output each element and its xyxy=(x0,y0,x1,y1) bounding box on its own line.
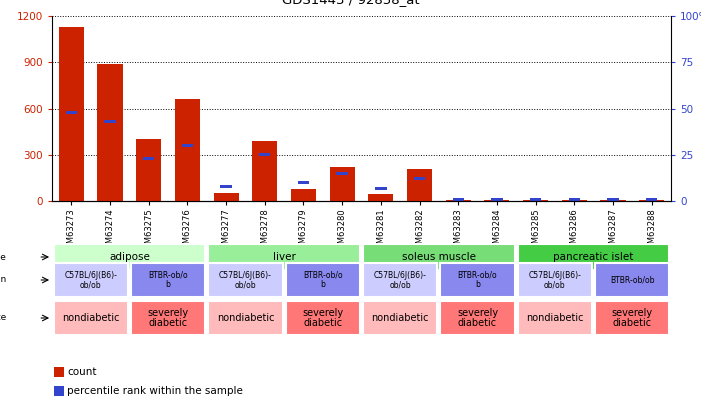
Text: adipose: adipose xyxy=(109,252,150,262)
Bar xyxy=(182,144,193,147)
Bar xyxy=(291,189,316,201)
Bar xyxy=(97,64,123,201)
Bar xyxy=(440,262,515,298)
Bar xyxy=(53,244,205,270)
Bar xyxy=(363,244,515,270)
Bar xyxy=(569,198,580,201)
Text: BTBR-ob/o
b: BTBR-ob/o b xyxy=(458,271,498,289)
Text: severely
diabetic: severely diabetic xyxy=(147,308,189,328)
Bar xyxy=(54,367,64,377)
Bar xyxy=(363,301,437,335)
Bar xyxy=(446,200,471,201)
Bar xyxy=(298,181,309,184)
Bar xyxy=(336,172,348,175)
Bar xyxy=(220,185,232,188)
Bar xyxy=(136,139,161,201)
Bar xyxy=(600,200,625,201)
Bar xyxy=(407,168,432,201)
Bar xyxy=(59,27,84,201)
Bar xyxy=(53,262,128,298)
Text: severely
diabetic: severely diabetic xyxy=(302,308,343,328)
Text: GDS1443 / 92858_at: GDS1443 / 92858_at xyxy=(282,0,419,6)
Text: percentile rank within the sample: percentile rank within the sample xyxy=(67,386,243,396)
Text: liver: liver xyxy=(273,252,296,262)
Bar xyxy=(143,157,154,160)
Text: severely
diabetic: severely diabetic xyxy=(612,308,653,328)
Bar xyxy=(523,200,548,201)
Text: soleus muscle: soleus muscle xyxy=(402,252,476,262)
Bar xyxy=(646,198,658,201)
Bar xyxy=(375,187,386,190)
Bar xyxy=(368,194,393,201)
Bar xyxy=(104,120,116,123)
Bar xyxy=(329,167,355,201)
Bar xyxy=(639,200,665,201)
Text: count: count xyxy=(67,367,97,377)
Bar xyxy=(131,301,205,335)
Text: C57BL/6J(B6)-
ob/ob: C57BL/6J(B6)- ob/ob xyxy=(529,271,581,289)
Text: BTBR-ob/ob: BTBR-ob/ob xyxy=(610,275,655,284)
Bar xyxy=(286,301,360,335)
Bar xyxy=(562,200,587,201)
Text: genotype/variation: genotype/variation xyxy=(0,275,6,284)
Bar xyxy=(607,198,618,201)
Bar xyxy=(208,244,360,270)
Bar xyxy=(53,301,128,335)
Bar xyxy=(208,262,283,298)
Text: C57BL/6J(B6)-
ob/ob: C57BL/6J(B6)- ob/ob xyxy=(64,271,117,289)
Bar xyxy=(595,301,669,335)
Bar xyxy=(259,153,271,156)
Text: BTBR-ob/o
b: BTBR-ob/o b xyxy=(303,271,343,289)
Text: nondiabetic: nondiabetic xyxy=(372,313,429,323)
Bar xyxy=(440,301,515,335)
Bar xyxy=(214,192,238,201)
Bar xyxy=(595,262,669,298)
Bar xyxy=(453,198,464,201)
Bar xyxy=(54,386,64,396)
Text: BTBR-ob/o
b: BTBR-ob/o b xyxy=(148,271,188,289)
Text: nondiabetic: nondiabetic xyxy=(526,313,584,323)
Bar xyxy=(131,262,205,298)
Bar xyxy=(518,262,592,298)
Text: severely
diabetic: severely diabetic xyxy=(457,308,498,328)
Text: C57BL/6J(B6)-
ob/ob: C57BL/6J(B6)- ob/ob xyxy=(219,271,272,289)
Text: nondiabetic: nondiabetic xyxy=(62,313,119,323)
Bar xyxy=(518,244,669,270)
Bar xyxy=(208,301,283,335)
Bar xyxy=(175,99,200,201)
Bar xyxy=(252,141,278,201)
Bar xyxy=(363,262,437,298)
Bar xyxy=(484,200,510,201)
Bar xyxy=(518,301,592,335)
Bar xyxy=(414,177,426,180)
Text: disease state: disease state xyxy=(0,313,6,322)
Bar xyxy=(530,198,541,201)
Text: C57BL/6J(B6)-
ob/ob: C57BL/6J(B6)- ob/ob xyxy=(374,271,427,289)
Text: pancreatic islet: pancreatic islet xyxy=(553,252,634,262)
Text: nondiabetic: nondiabetic xyxy=(217,313,274,323)
Bar xyxy=(286,262,360,298)
Bar xyxy=(66,111,77,114)
Text: tissue: tissue xyxy=(0,252,6,262)
Bar xyxy=(491,198,503,201)
